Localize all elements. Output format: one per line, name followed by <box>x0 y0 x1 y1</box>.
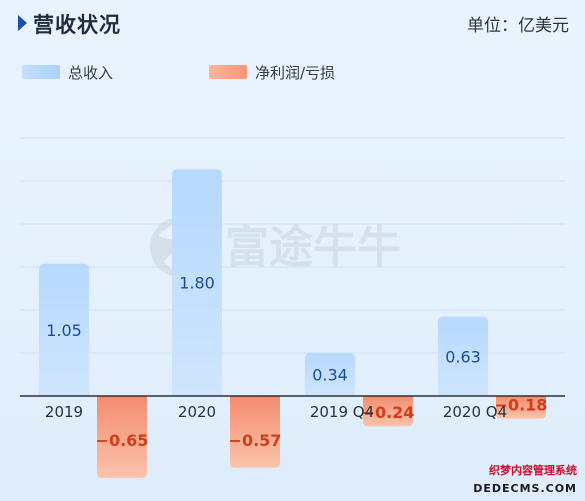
title-marker-icon <box>18 15 27 31</box>
x-axis: 2019 2020 2019 Q4 2020 Q4 <box>20 395 565 421</box>
legend-item-revenue: 总收入 <box>22 62 113 82</box>
profit-bar <box>363 396 413 427</box>
chart-title: 营收状况 <box>33 13 121 37</box>
revenue-bar <box>172 169 222 396</box>
revenue-value-label: 1.05 <box>46 321 82 340</box>
x-tick-label: 2020 <box>178 403 216 421</box>
revenue-bar <box>305 353 355 396</box>
watermark-text: 富途牛牛 <box>225 222 401 273</box>
profit-value-label: −0.18 <box>495 396 548 415</box>
legend-swatch-profit <box>209 65 247 79</box>
profit-value-label: −0.57 <box>229 431 282 450</box>
profit-value-label: −0.24 <box>362 403 415 422</box>
legend-label-profit: 净利润/亏损 <box>255 63 336 82</box>
profit-bar <box>230 396 280 468</box>
revenue-bar <box>39 263 89 396</box>
profit-bar <box>97 396 147 478</box>
unit-label: 单位：亿美元 <box>467 16 569 36</box>
revenue-bar <box>438 316 488 396</box>
revenue-value-label: 0.34 <box>312 366 348 385</box>
profit-bar <box>496 396 546 419</box>
chart-header: 营收状况 单位：亿美元 <box>0 0 585 44</box>
legend-label-revenue: 总收入 <box>68 63 114 82</box>
x-tick-label: 2020 Q4 <box>443 403 507 421</box>
x-tick-label: 2019 Q4 <box>310 403 374 421</box>
profit-value-label: −0.65 <box>96 431 149 450</box>
bars-layer: 1.05 −0.65 1.80 −0.57 0.34 −0.24 0.63 −0.18 <box>39 169 547 478</box>
dedecms-watermark: 织梦内容管理系统 DEDECMS.COM <box>473 463 577 495</box>
dedecms-watermark-line1: 织梦内容管理系统 <box>489 463 577 477</box>
dedecms-watermark-line2: DEDECMS.COM <box>473 482 577 495</box>
revenue-value-label: 0.63 <box>445 347 481 366</box>
x-tick-label: 2019 <box>45 403 83 421</box>
legend-swatch-revenue <box>22 65 60 79</box>
legend-item-profit: 净利润/亏损 <box>209 62 335 82</box>
revenue-value-label: 1.80 <box>179 274 215 293</box>
